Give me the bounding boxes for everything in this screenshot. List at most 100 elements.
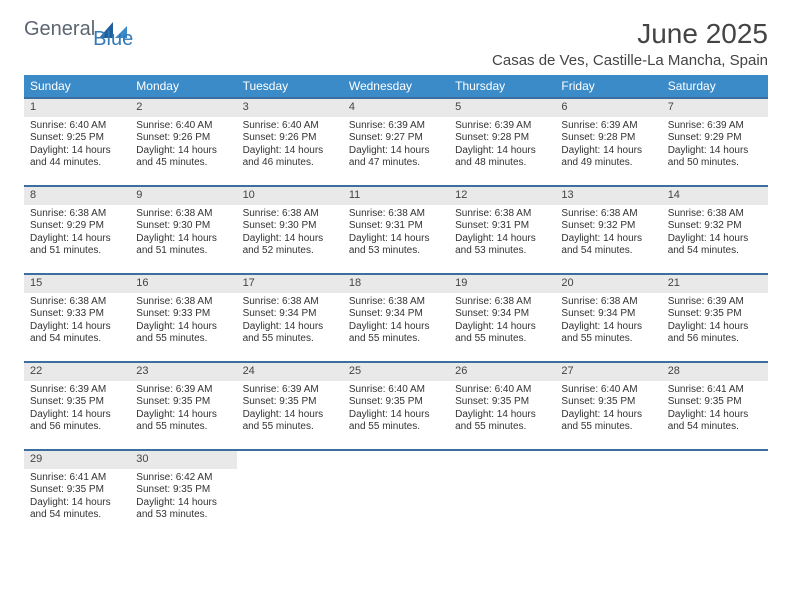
sunrise-line: Sunrise: 6:40 AM [30, 120, 124, 133]
calendar-row: 22Sunrise: 6:39 AMSunset: 9:35 PMDayligh… [24, 362, 768, 450]
empty-cell [555, 450, 661, 538]
sunrise-line: Sunrise: 6:38 AM [349, 208, 443, 221]
daylight-line: Daylight: 14 hours and 55 minutes. [243, 409, 337, 434]
cell-body: Sunrise: 6:40 AMSunset: 9:26 PMDaylight:… [130, 117, 236, 174]
cell-body: Sunrise: 6:38 AMSunset: 9:32 PMDaylight:… [662, 205, 768, 262]
cell-body: Sunrise: 6:38 AMSunset: 9:33 PMDaylight:… [24, 293, 130, 350]
daylight-line: Daylight: 14 hours and 54 minutes. [668, 233, 762, 258]
calendar-cell: 1 Sunrise: 6:40 AMSunset: 9:25 PMDaylight… [24, 98, 130, 186]
calendar-cell: 2Sunrise: 6:40 AMSunset: 9:26 PMDaylight… [130, 98, 236, 186]
sunrise-line: Sunrise: 6:39 AM [243, 384, 337, 397]
weekday-header: Wednesday [343, 75, 449, 98]
sunrise-line: Sunrise: 6:38 AM [136, 296, 230, 309]
header: General Blue June 2025 Casas de Ves, Cas… [24, 18, 768, 69]
sunset-line: Sunset: 9:35 PM [349, 396, 443, 409]
day-number: 28 [662, 363, 768, 381]
sunset-line: Sunset: 9:26 PM [136, 132, 230, 145]
sunset-line: Sunset: 9:30 PM [136, 220, 230, 233]
sunset-line: Sunset: 9:35 PM [668, 308, 762, 321]
sunrise-line: Sunrise: 6:38 AM [668, 208, 762, 221]
day-number: 5 [449, 99, 555, 117]
weekday-header: Tuesday [237, 75, 343, 98]
sunrise-line: Sunrise: 6:38 AM [30, 296, 124, 309]
location-text: Casas de Ves, Castille-La Mancha, Spain [492, 52, 768, 69]
day-number: 1 [24, 99, 130, 117]
calendar-cell: 8Sunrise: 6:38 AMSunset: 9:29 PMDaylight… [24, 186, 130, 274]
cell-body: Sunrise: 6:40 AMSunset: 9:35 PMDaylight:… [343, 381, 449, 438]
sunset-line: Sunset: 9:35 PM [30, 396, 124, 409]
calendar-cell: 16Sunrise: 6:38 AMSunset: 9:33 PMDayligh… [130, 274, 236, 362]
day-number: 8 [24, 187, 130, 205]
day-number: 4 [343, 99, 449, 117]
day-number: 13 [555, 187, 661, 205]
sunrise-line: Sunrise: 6:39 AM [455, 120, 549, 133]
logo: General Blue [24, 18, 139, 41]
empty-cell [343, 450, 449, 538]
daylight-line: Daylight: 14 hours and 55 minutes. [136, 409, 230, 434]
sunrise-line: Sunrise: 6:40 AM [243, 120, 337, 133]
sunset-line: Sunset: 9:32 PM [668, 220, 762, 233]
sunset-line: Sunset: 9:35 PM [30, 484, 124, 497]
cell-body: Sunrise: 6:41 AMSunset: 9:35 PMDaylight:… [662, 381, 768, 438]
day-number: 21 [662, 275, 768, 293]
sunrise-line: Sunrise: 6:38 AM [455, 208, 549, 221]
cell-body: Sunrise: 6:38 AMSunset: 9:34 PMDaylight:… [343, 293, 449, 350]
calendar-cell: 3Sunrise: 6:40 AMSunset: 9:26 PMDaylight… [237, 98, 343, 186]
day-number: 26 [449, 363, 555, 381]
cell-body: Sunrise: 6:40 AMSunset: 9:35 PMDaylight:… [449, 381, 555, 438]
daylight-line: Daylight: 14 hours and 56 minutes. [30, 409, 124, 434]
calendar-cell: 17Sunrise: 6:38 AMSunset: 9:34 PMDayligh… [237, 274, 343, 362]
calendar-cell: 30Sunrise: 6:42 AMSunset: 9:35 PMDayligh… [130, 450, 236, 538]
day-number: 20 [555, 275, 661, 293]
sunrise-line: Sunrise: 6:39 AM [668, 296, 762, 309]
sunset-line: Sunset: 9:35 PM [668, 396, 762, 409]
calendar-cell: 24Sunrise: 6:39 AMSunset: 9:35 PMDayligh… [237, 362, 343, 450]
cell-body: Sunrise: 6:39 AMSunset: 9:27 PMDaylight:… [343, 117, 449, 174]
sunset-line: Sunset: 9:27 PM [349, 132, 443, 145]
cell-body: Sunrise: 6:38 AMSunset: 9:31 PMDaylight:… [449, 205, 555, 262]
day-number: 14 [662, 187, 768, 205]
sunrise-line: Sunrise: 6:38 AM [243, 296, 337, 309]
sunrise-line: Sunrise: 6:39 AM [349, 120, 443, 133]
sunset-line: Sunset: 9:28 PM [455, 132, 549, 145]
cell-body: Sunrise: 6:38 AMSunset: 9:30 PMDaylight:… [130, 205, 236, 262]
empty-cell [662, 450, 768, 538]
weekday-header: Saturday [662, 75, 768, 98]
day-number: 7 [662, 99, 768, 117]
sunset-line: Sunset: 9:30 PM [243, 220, 337, 233]
cell-body: Sunrise: 6:38 AMSunset: 9:34 PMDaylight:… [449, 293, 555, 350]
calendar-cell: 12Sunrise: 6:38 AMSunset: 9:31 PMDayligh… [449, 186, 555, 274]
day-number: 3 [237, 99, 343, 117]
sunrise-line: Sunrise: 6:40 AM [455, 384, 549, 397]
calendar-cell: 29Sunrise: 6:41 AMSunset: 9:35 PMDayligh… [24, 450, 130, 538]
calendar-cell: 23Sunrise: 6:39 AMSunset: 9:35 PMDayligh… [130, 362, 236, 450]
empty-cell [237, 450, 343, 538]
calendar-cell: 11Sunrise: 6:38 AMSunset: 9:31 PMDayligh… [343, 186, 449, 274]
sunset-line: Sunset: 9:29 PM [668, 132, 762, 145]
day-number: 18 [343, 275, 449, 293]
calendar-table: SundayMondayTuesdayWednesdayThursdayFrid… [24, 75, 768, 538]
sunrise-line: Sunrise: 6:39 AM [136, 384, 230, 397]
calendar-cell: 10Sunrise: 6:38 AMSunset: 9:30 PMDayligh… [237, 186, 343, 274]
calendar-cell: 15Sunrise: 6:38 AMSunset: 9:33 PMDayligh… [24, 274, 130, 362]
sunrise-line: Sunrise: 6:38 AM [455, 296, 549, 309]
calendar-cell: 21Sunrise: 6:39 AMSunset: 9:35 PMDayligh… [662, 274, 768, 362]
calendar-cell: 20Sunrise: 6:38 AMSunset: 9:34 PMDayligh… [555, 274, 661, 362]
logo-text-general: General [24, 18, 95, 41]
daylight-line: Daylight: 14 hours and 44 minutes. [30, 145, 124, 170]
sunrise-line: Sunrise: 6:39 AM [668, 120, 762, 133]
cell-body: Sunrise: 6:39 AMSunset: 9:28 PMDaylight:… [555, 117, 661, 174]
calendar-cell: 22Sunrise: 6:39 AMSunset: 9:35 PMDayligh… [24, 362, 130, 450]
sunset-line: Sunset: 9:28 PM [561, 132, 655, 145]
daylight-line: Daylight: 14 hours and 54 minutes. [30, 497, 124, 522]
daylight-line: Daylight: 14 hours and 50 minutes. [668, 145, 762, 170]
sunset-line: Sunset: 9:34 PM [561, 308, 655, 321]
day-number: 30 [130, 451, 236, 469]
sunset-line: Sunset: 9:26 PM [243, 132, 337, 145]
day-number: 11 [343, 187, 449, 205]
daylight-line: Daylight: 14 hours and 55 minutes. [561, 409, 655, 434]
weekday-header: Sunday [24, 75, 130, 98]
day-number: 23 [130, 363, 236, 381]
title-block: June 2025 Casas de Ves, Castille-La Manc… [492, 18, 768, 69]
sunset-line: Sunset: 9:25 PM [30, 132, 124, 145]
